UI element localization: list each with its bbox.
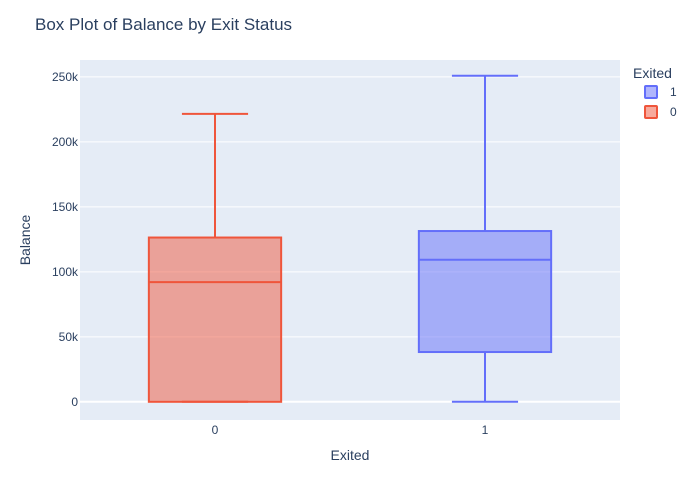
- legend-label: 0: [670, 105, 677, 119]
- legend-title: Exited: [633, 65, 672, 81]
- box-0: [147, 112, 283, 403]
- chart-title: Box Plot of Balance by Exit Status: [35, 15, 292, 34]
- y-tick-label: 50k: [59, 330, 79, 344]
- box-1: [417, 74, 553, 403]
- x-tick-label: 0: [212, 423, 219, 437]
- y-tick-label: 150k: [52, 200, 79, 214]
- legend[interactable]: Exited 1 0: [633, 65, 677, 119]
- y-axis-ticks: 0 50k 100k 150k 200k 250k: [52, 70, 79, 409]
- box-series: [147, 74, 553, 403]
- x-tick-label: 1: [482, 423, 489, 437]
- interquartile-box: [147, 236, 283, 403]
- y-tick-label: 100k: [52, 265, 79, 279]
- legend-item-1[interactable]: 1: [644, 85, 677, 99]
- y-tick-label: 200k: [52, 135, 79, 149]
- legend-item-0[interactable]: 0: [644, 105, 677, 119]
- legend-swatch: [644, 85, 658, 99]
- legend-swatch: [644, 105, 658, 119]
- interquartile-box: [417, 230, 553, 354]
- legend-label: 1: [670, 85, 677, 99]
- y-tick-label: 250k: [52, 70, 79, 84]
- x-axis-title: Exited: [331, 447, 370, 463]
- y-tick-label: 0: [71, 395, 78, 409]
- y-axis-title: Balance: [17, 214, 33, 265]
